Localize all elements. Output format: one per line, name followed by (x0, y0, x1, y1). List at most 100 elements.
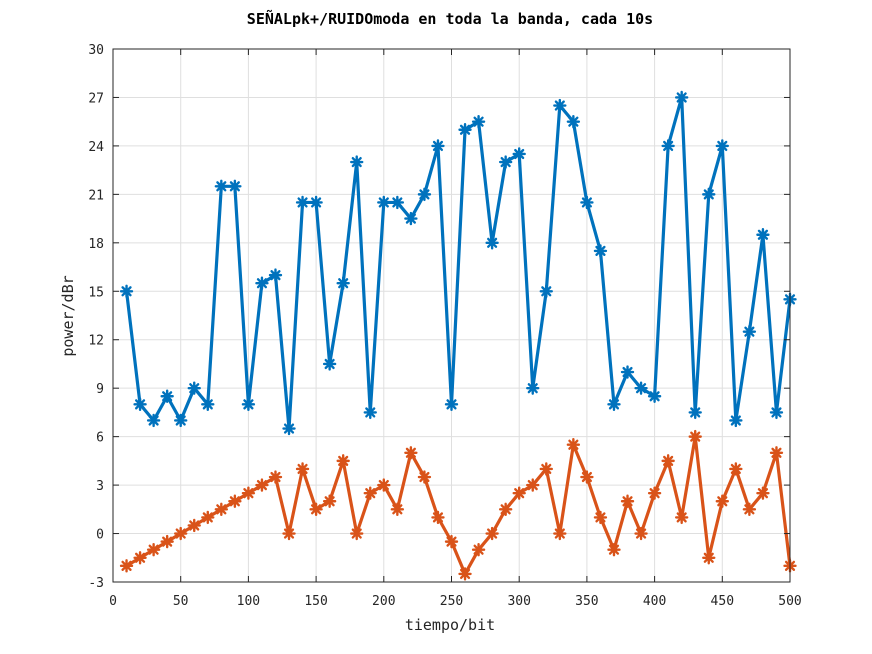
data-point (526, 381, 540, 395)
x-tick-label: 200 (372, 594, 395, 609)
data-point (566, 438, 581, 452)
x-tick-label: 100 (237, 594, 260, 609)
data-point (742, 502, 757, 517)
x-tick-label: 350 (575, 594, 598, 609)
data-point (756, 228, 770, 242)
data-point (512, 486, 526, 500)
data-point (119, 284, 134, 298)
data-point (174, 413, 188, 428)
tick-labels: 0 50 100 150 200 250 300 350 400 450 500 -3 0 3 6 9 12 15… (88, 43, 801, 609)
data-point (295, 462, 310, 476)
data-point (729, 413, 743, 428)
data-point (593, 510, 608, 525)
data-point (350, 155, 364, 169)
data-point (634, 526, 648, 541)
data-point (309, 502, 323, 517)
data-point (282, 421, 296, 436)
data-point (688, 405, 702, 420)
data-point (580, 195, 594, 210)
data-point (146, 413, 161, 428)
data-point (444, 534, 459, 549)
data-point (187, 518, 201, 533)
y-tick-label: 12 (88, 334, 104, 349)
data-point (607, 542, 621, 557)
y-tick-label: 24 (88, 140, 104, 155)
x-tick-label: 150 (304, 594, 327, 609)
x-tick-label: 50 (173, 594, 189, 609)
series-line (124, 95, 792, 431)
data-point (268, 470, 283, 484)
data-point (187, 381, 201, 395)
ticks (112, 48, 791, 583)
data-point (620, 494, 635, 508)
data-point (214, 502, 229, 517)
x-tick-label: 300 (507, 594, 530, 609)
chart-title: SEÑALpk+/RUIDOmoda en toda la banda, cad… (247, 9, 653, 28)
data-point (458, 567, 472, 581)
y-tick-label: 27 (88, 91, 104, 106)
data-point (322, 494, 337, 508)
data-point (742, 324, 757, 339)
data-point (634, 381, 648, 395)
data-point (214, 179, 229, 193)
data-point (228, 179, 242, 193)
x-tick-label: 0 (109, 594, 117, 609)
data-point (228, 494, 242, 508)
data-point (241, 486, 256, 500)
data-point (661, 139, 675, 153)
data-point (702, 187, 716, 202)
y-axis-label: power/dBr (59, 275, 77, 356)
data-point (485, 236, 499, 250)
data-point (553, 98, 567, 113)
data-point (363, 405, 377, 420)
data-point (566, 114, 581, 129)
data-point (160, 389, 174, 403)
x-tick-label: 500 (778, 594, 801, 609)
x-tick-label: 250 (440, 594, 463, 609)
data-point (417, 470, 432, 484)
data-point (201, 397, 215, 412)
data-point (702, 551, 716, 565)
series-2 (119, 429, 797, 581)
data-point (526, 478, 540, 492)
data-point (498, 155, 513, 169)
series-1 (119, 90, 797, 436)
data-point (471, 114, 486, 129)
data-point (580, 470, 594, 484)
data-point (593, 244, 608, 258)
data-point (201, 510, 215, 525)
data-point (607, 397, 621, 412)
data-point (769, 405, 784, 420)
data-point (241, 397, 256, 412)
y-tick-label: 30 (88, 43, 104, 58)
y-tick-label: 15 (88, 285, 104, 300)
data-point (268, 268, 283, 282)
data-point (674, 90, 689, 105)
data-point (390, 195, 405, 210)
y-tick-label: -3 (88, 576, 104, 591)
data-point (119, 559, 134, 573)
data-point (539, 462, 553, 476)
y-tick-label: 6 (96, 431, 104, 446)
data-point (729, 462, 743, 476)
data-point (715, 494, 729, 508)
data-point (539, 284, 553, 298)
x-tick-label: 400 (643, 594, 666, 609)
data-point (674, 510, 689, 525)
data-point (255, 478, 269, 492)
data-point (553, 526, 567, 541)
data-point (417, 187, 432, 202)
data-point (295, 195, 310, 210)
data-point (377, 478, 391, 492)
data-point (255, 276, 269, 290)
data-point (647, 486, 662, 500)
data-point (336, 276, 350, 290)
data-point (282, 526, 296, 541)
data-point (160, 534, 174, 549)
data-point (404, 211, 418, 226)
y-tick-label: 18 (88, 237, 104, 252)
data-point (471, 542, 486, 557)
data-point (661, 454, 675, 468)
data-point (174, 526, 188, 541)
data-point (688, 429, 702, 444)
